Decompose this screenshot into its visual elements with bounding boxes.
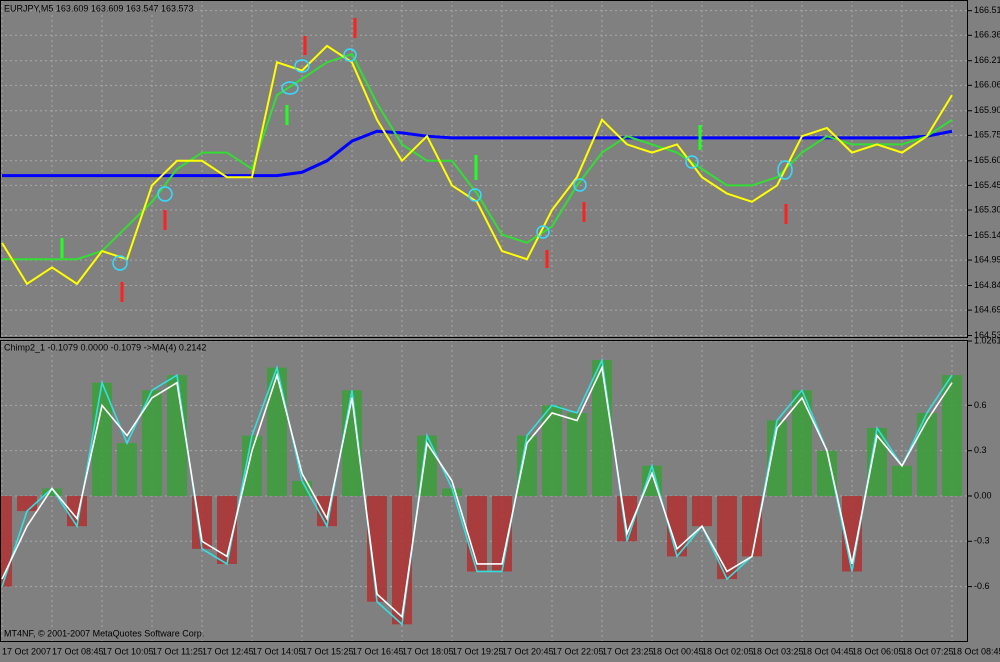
x-tick-label: 17 Oct 22:05 — [552, 646, 604, 656]
x-tick-label: 17 Oct 11:25 — [152, 646, 203, 656]
x-tick-label: 17 Oct 23:25 — [602, 646, 654, 656]
x-tick-label: 17 Oct 2007 — [2, 646, 51, 656]
cross-marker — [343, 48, 357, 62]
histogram-bar — [42, 488, 62, 496]
cross-marker — [573, 178, 587, 192]
cross-marker — [294, 59, 310, 73]
y-tick-label: -0.6 — [974, 581, 990, 591]
histogram-bar — [217, 495, 237, 564]
cross-marker — [685, 155, 699, 169]
oscillator-line — [1, 364, 953, 619]
y-tick-label: 164.995 — [974, 254, 1000, 264]
histogram-bar — [892, 465, 912, 496]
histogram-bar — [667, 495, 687, 557]
histogram-bar — [567, 412, 587, 496]
histogram-bar — [392, 495, 412, 625]
histogram-bar — [842, 495, 862, 572]
y-tick-label: 166.060 — [974, 80, 1000, 90]
histogram-bar — [17, 495, 37, 512]
price-line — [1, 44, 953, 286]
histogram-bar — [242, 435, 262, 496]
histogram-bar — [792, 390, 812, 496]
cross-marker — [281, 81, 299, 95]
y-tick-label: 164.535 — [974, 330, 1000, 340]
histogram-bar — [917, 412, 937, 496]
x-tick-label: 18 Oct 06:05 — [852, 646, 904, 656]
copyright: MT4NF, © 2001-2007 MetaQuotes Software C… — [4, 628, 204, 638]
histogram-bar — [167, 375, 187, 496]
y-tick-label: 0.6 — [974, 400, 987, 410]
histogram-bar — [467, 495, 487, 572]
y-tick-label: 165.300 — [974, 204, 1000, 214]
y-tick-label: 165.145 — [974, 230, 1000, 240]
y-tick-label: 164.840 — [974, 280, 1000, 290]
x-tick-label: 18 Oct 03:25 — [752, 646, 804, 656]
osc-panel-frame — [0, 340, 968, 642]
histogram-bar — [442, 488, 462, 496]
x-tick-label: 18 Oct 07:25 — [902, 646, 954, 656]
oscillator-line — [1, 357, 953, 626]
y-tick-label: 165.450 — [974, 180, 1000, 190]
cross-marker — [536, 225, 550, 239]
x-tick-label: 18 Oct 02:05 — [702, 646, 754, 656]
y-tick-label: 165.755 — [974, 130, 1000, 140]
x-tick-label: 17 Oct 08:45 — [52, 646, 104, 656]
x-tick-label: 17 Oct 14:05 — [252, 646, 304, 656]
y-tick-label: 165.600 — [974, 155, 1000, 165]
cross-markers — [112, 48, 793, 271]
histogram-bar — [292, 480, 312, 496]
x-tick-label: 17 Oct 20:45 — [502, 646, 554, 656]
y-tick-label: 165.905 — [974, 105, 1000, 115]
y-tick-label: 164.690 — [974, 304, 1000, 314]
x-tick-label: 17 Oct 16:45 — [352, 646, 404, 656]
histogram-bar — [942, 375, 962, 496]
x-tick-label: 17 Oct 12:45 — [202, 646, 254, 656]
osc-info: Chimp2_1 -0.1079 0.0000 -0.1079 ->MA(4) … — [4, 342, 206, 352]
price-line — [2, 52, 953, 261]
histogram-bar — [742, 495, 762, 557]
x-tick-label: 17 Oct 18:05 — [402, 646, 454, 656]
price-info: EURJPY,M5 163.609 163.609 163.547 163.57… — [4, 3, 193, 13]
y-tick-label: 1.0261 — [974, 335, 1000, 345]
x-tick-label: 18 Oct 08:45 — [952, 646, 1000, 656]
histogram-bar — [367, 495, 387, 602]
signal-arrows — [60, 18, 788, 302]
histogram-bar — [817, 450, 837, 496]
histogram-bar — [767, 420, 787, 496]
x-tick-label: 18 Oct 04:45 — [802, 646, 854, 656]
y-tick-label: 166.515 — [974, 5, 1000, 15]
cross-marker — [777, 160, 793, 180]
histogram-bar — [867, 428, 887, 496]
histogram-bar — [142, 390, 162, 496]
data — [0, 44, 962, 626]
histogram-bar — [492, 495, 512, 572]
x-tick-label: 18 Oct 00:45 — [652, 646, 704, 656]
histogram-bar — [117, 443, 137, 496]
y-tick-label: -0.3 — [974, 536, 990, 546]
histogram-bar — [267, 367, 287, 496]
cross-marker — [468, 188, 482, 202]
histogram-bar — [317, 495, 337, 527]
histogram-bar — [717, 495, 737, 580]
price-line — [2, 129, 953, 178]
cross-marker — [112, 255, 128, 271]
cross-marker — [157, 186, 173, 202]
y-tick-label: 166.210 — [974, 55, 1000, 65]
y-tick-label: 166.365 — [974, 30, 1000, 40]
x-tick-label: 17 Oct 15:25 — [302, 646, 354, 656]
y-tick-label: 0.00 — [974, 490, 992, 500]
histogram-bar — [692, 495, 712, 527]
histogram-bar — [592, 360, 612, 496]
price-panel-frame — [0, 0, 968, 338]
x-tick-label: 17 Oct 10:05 — [102, 646, 154, 656]
histogram-bar — [542, 405, 562, 496]
x-tick-label: 17 Oct 19:25 — [452, 646, 504, 656]
y-tick-label: 0.3 — [974, 445, 987, 455]
histogram-bar — [517, 435, 537, 496]
